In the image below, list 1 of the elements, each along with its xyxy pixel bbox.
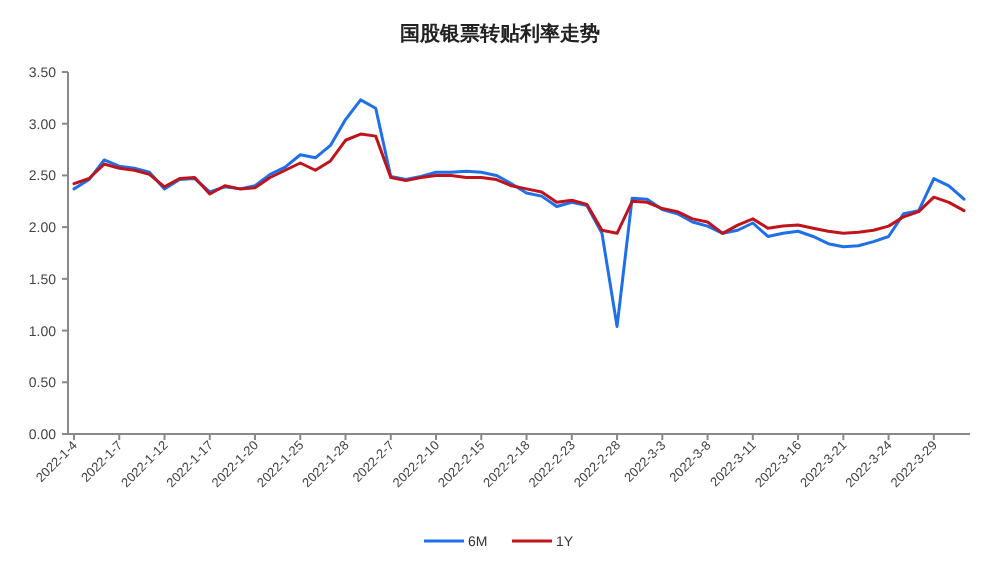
- chart-title: 国股银票转贴利率走势: [400, 22, 600, 46]
